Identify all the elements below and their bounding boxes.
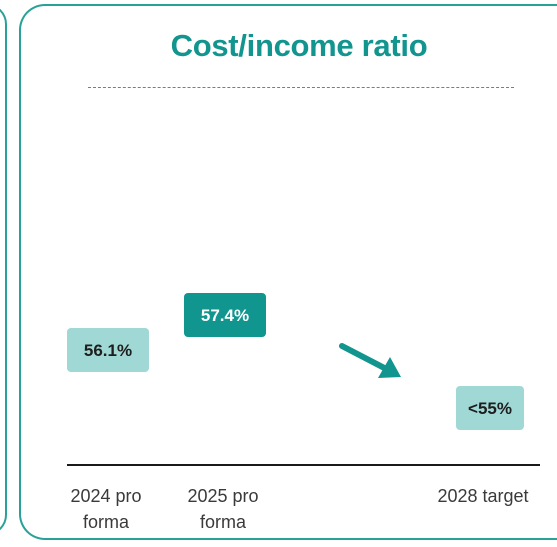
value-box-1 — [67, 328, 149, 372]
value-label-2: 57.4% — [201, 306, 249, 325]
x-tick-label-2-line-2: forma — [200, 512, 247, 532]
value-label-3: <55% — [468, 399, 512, 418]
x-tick-label-1-line-2: forma — [83, 512, 130, 532]
value-box-2 — [184, 293, 266, 337]
trend-arrow-icon — [339, 343, 401, 378]
x-tick-label-3-line-1: 2028 target — [437, 486, 528, 506]
x-tick-label-1-line-1: 2024 pro — [70, 486, 141, 506]
x-tick-label-2-line-1: 2025 pro — [187, 486, 258, 506]
chart-title: Cost/income ratio — [170, 28, 428, 63]
title-divider — [88, 87, 514, 88]
value-box-3 — [456, 386, 524, 430]
chart-card — [19, 4, 557, 540]
value-label-1: 56.1% — [84, 341, 132, 360]
